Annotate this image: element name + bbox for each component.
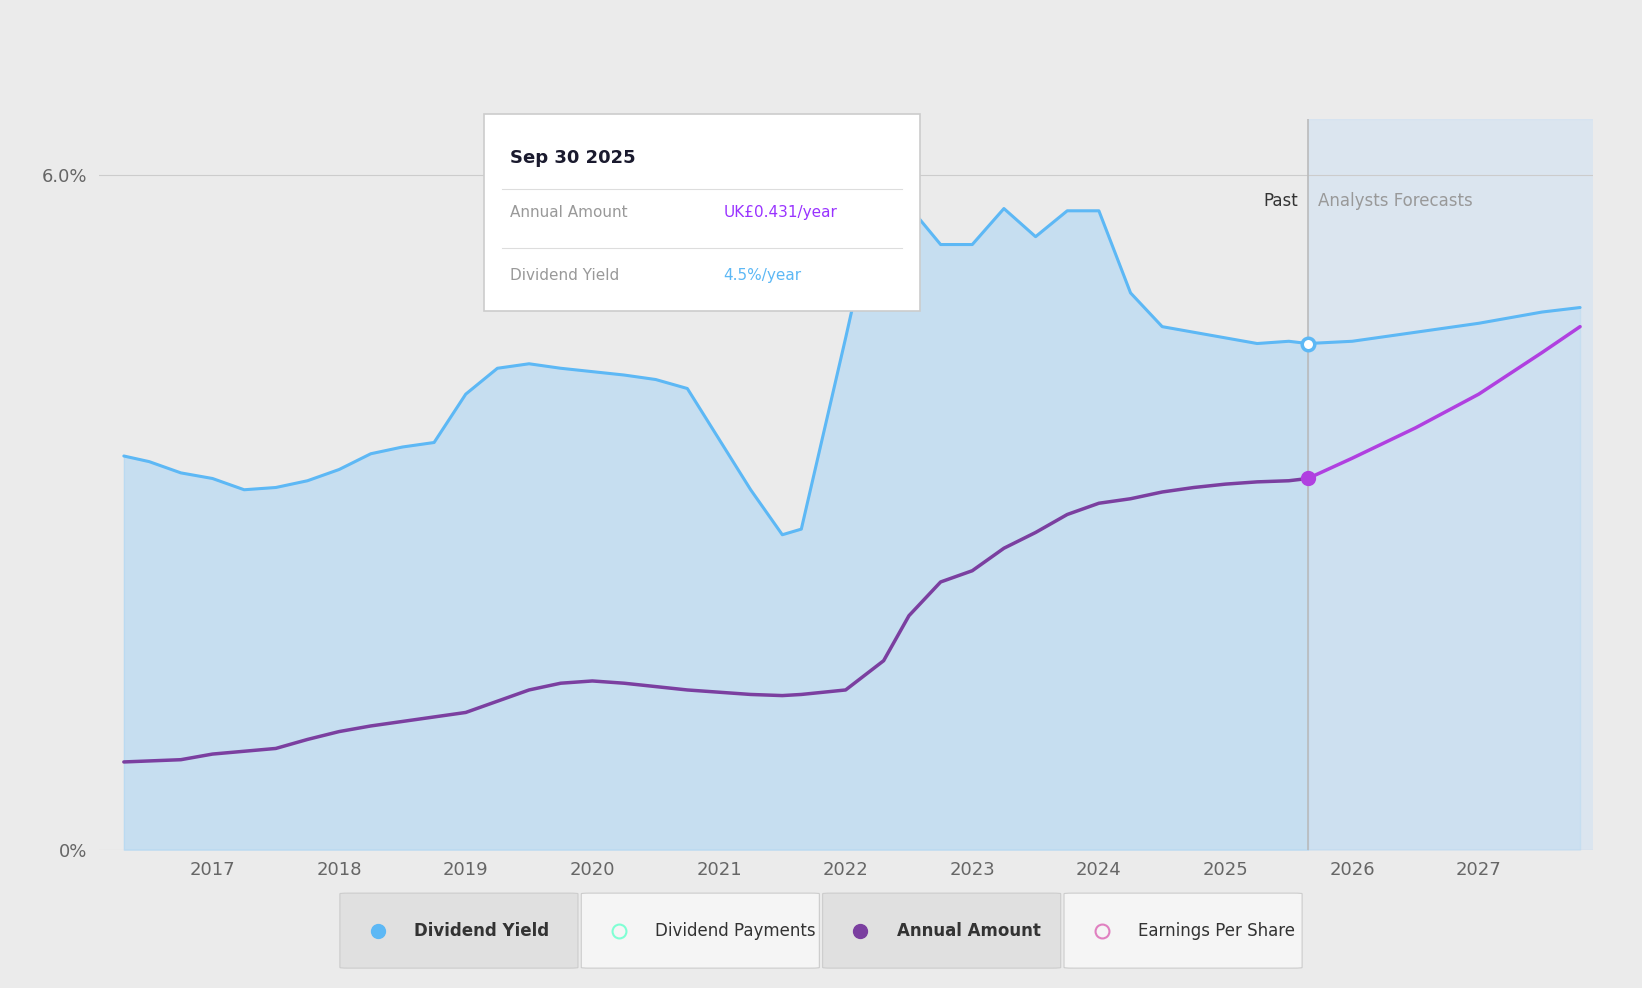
Text: Past: Past [1263, 192, 1297, 209]
Text: Dividend Payments: Dividend Payments [655, 922, 816, 940]
Bar [1307, 119, 1642, 850]
Text: Earnings Per Share: Earnings Per Share [1138, 922, 1296, 940]
Text: 4.5%/year: 4.5%/year [724, 268, 801, 284]
Text: UK£0.431/year: UK£0.431/year [724, 205, 837, 220]
Text: Annual Amount: Annual Amount [511, 205, 629, 220]
FancyBboxPatch shape [340, 893, 578, 968]
FancyBboxPatch shape [1064, 893, 1302, 968]
Text: Sep 30 2025: Sep 30 2025 [511, 149, 635, 167]
Text: Annual Amount: Annual Amount [897, 922, 1041, 940]
Text: Dividend Yield: Dividend Yield [511, 268, 619, 284]
FancyBboxPatch shape [484, 114, 920, 311]
FancyBboxPatch shape [823, 893, 1061, 968]
FancyBboxPatch shape [581, 893, 819, 968]
Text: Dividend Yield: Dividend Yield [414, 922, 548, 940]
Text: Analysts Forecasts: Analysts Forecasts [1319, 192, 1473, 209]
